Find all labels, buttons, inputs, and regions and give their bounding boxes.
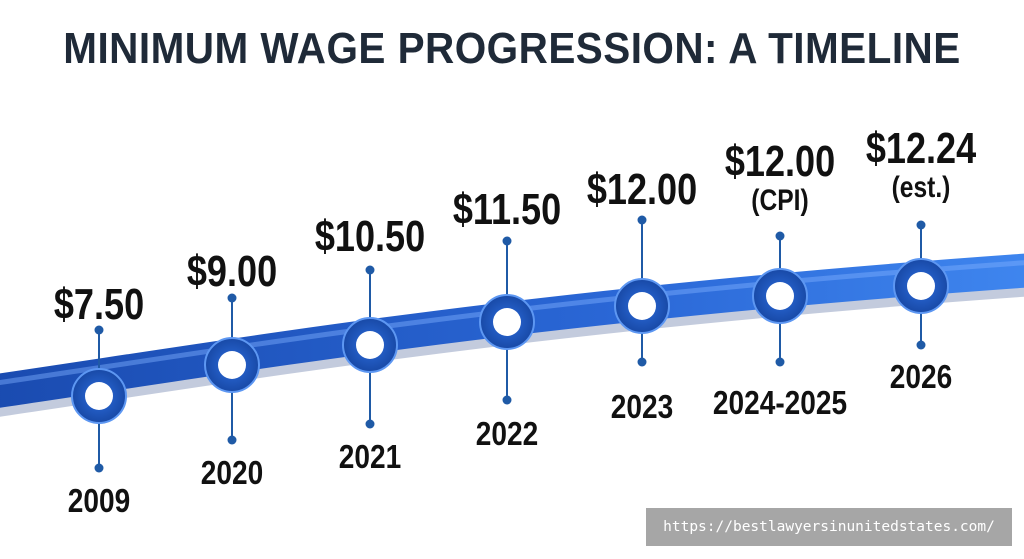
connector-top-dot [637, 215, 647, 225]
milestone-wage-value: $7.50 [53, 280, 145, 329]
milestone-wage-label: $9.00 [187, 250, 277, 294]
milestone-year-label: 2022 [475, 415, 539, 452]
connector-top-dot [365, 265, 375, 275]
milestone-node-center [907, 272, 935, 300]
milestone-wage-value: $12.00 [586, 165, 698, 214]
milestone-wage-value: $12.24 [865, 124, 977, 173]
milestone-wage-note: (CPI) [751, 184, 809, 217]
connector-top-dot [94, 325, 104, 335]
milestone-wage-value: $9.00 [186, 247, 278, 296]
milestone-wage-label: $12.00 (CPI) [725, 140, 835, 216]
milestone-node-center [85, 382, 113, 410]
milestone-node-center [628, 292, 656, 320]
milestone-year-label: 2026 [889, 358, 953, 395]
milestone-wage-value: $12.00 [724, 137, 836, 186]
connector-top-dot [916, 220, 926, 230]
url-watermark: https://bestlawyersinunitedstates.com/ [646, 508, 1012, 546]
milestone-wage-value: $11.50 [452, 185, 562, 234]
milestone-wage-note: (est.) [891, 171, 951, 204]
connector-bottom-dot [775, 357, 785, 367]
connector-top-dot [227, 293, 237, 303]
milestone-node-center [766, 282, 794, 310]
milestone-wage-label: $10.50 [315, 215, 425, 259]
connector-bottom-dot [365, 419, 375, 429]
milestone-year-label: 2023 [610, 388, 674, 425]
connector-bottom-dot [916, 340, 926, 350]
milestone-year-label: 2020 [200, 454, 264, 491]
milestone-node-center [493, 308, 521, 336]
connector-bottom-dot [94, 463, 104, 473]
connector-top-dot [502, 236, 512, 246]
connector-bottom-dot [502, 395, 512, 405]
connector-bottom-dot [637, 357, 647, 367]
page-title: MINIMUM WAGE PROGRESSION: A TIMELINE [63, 24, 961, 73]
milestone-wage-label: $12.24 (est.) [866, 127, 976, 203]
milestone-wage-label: $12.00 [587, 168, 697, 212]
connector-bottom-dot [227, 435, 237, 445]
milestone-year-label: 2024-2025 [712, 384, 848, 421]
timeline-ribbon-highlight [0, 260, 1024, 386]
milestone-year-label: 2021 [338, 438, 402, 475]
connector-top-dot [775, 231, 785, 241]
milestone-node-center [218, 351, 246, 379]
milestone-node-center [356, 331, 384, 359]
milestone-year-label: 2009 [67, 482, 131, 519]
milestone-wage-value: $10.50 [314, 212, 426, 261]
milestone-wage-label: $11.50 [453, 188, 561, 232]
milestone-wage-label: $7.50 [54, 283, 144, 327]
